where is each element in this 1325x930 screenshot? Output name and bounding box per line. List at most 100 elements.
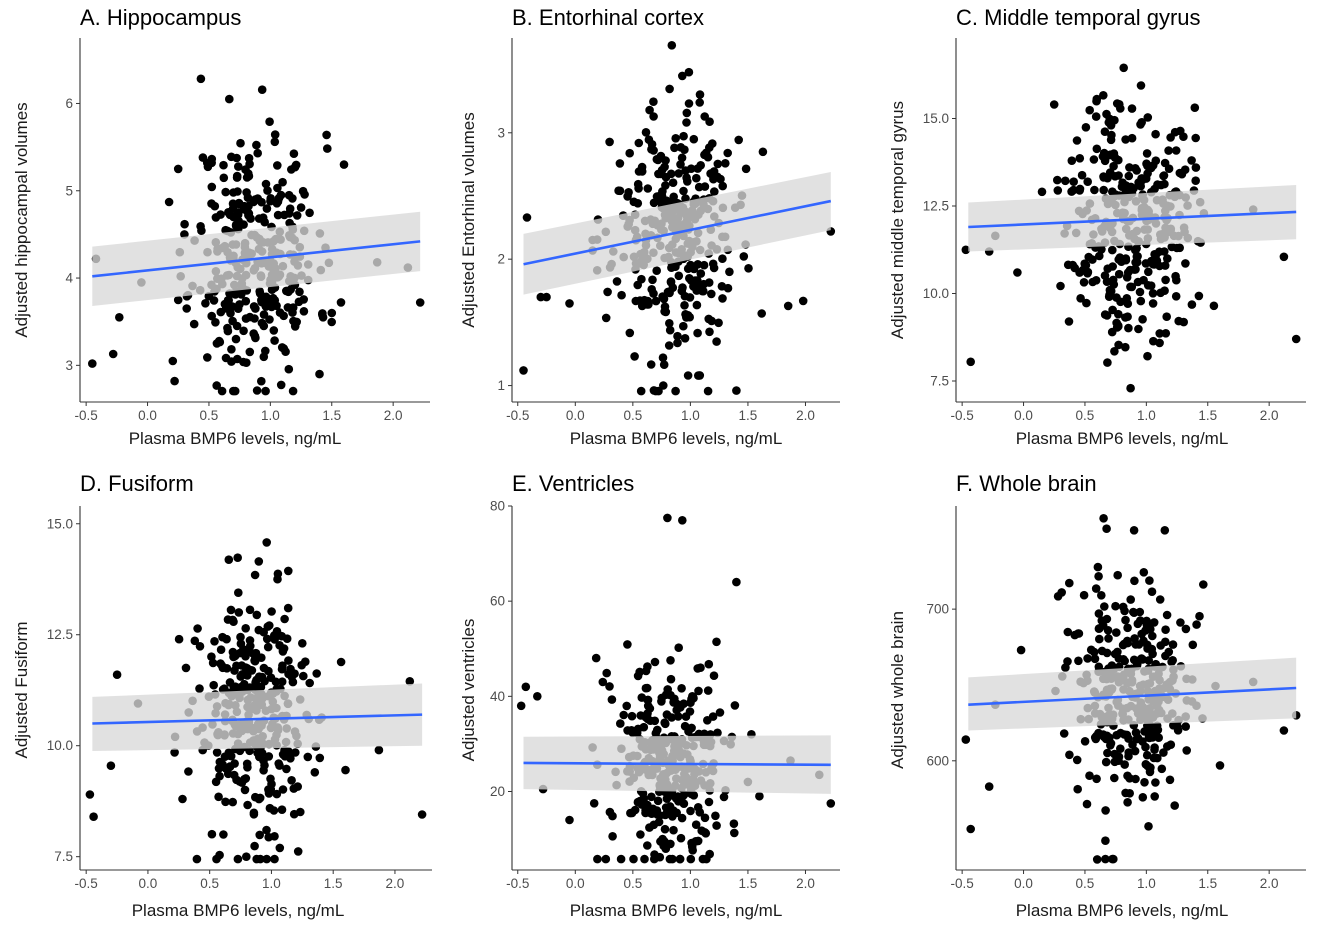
data-point bbox=[694, 182, 704, 192]
data-point bbox=[1121, 255, 1131, 265]
x-tick-label: 2.0 bbox=[384, 408, 403, 423]
data-point bbox=[1095, 624, 1104, 633]
data-point bbox=[757, 309, 766, 318]
data-point bbox=[1067, 156, 1077, 165]
data-point bbox=[1164, 164, 1174, 173]
data-point bbox=[219, 160, 228, 170]
data-point bbox=[88, 359, 97, 368]
y-tick-label: 20 bbox=[490, 784, 505, 799]
data-point bbox=[755, 791, 764, 801]
data-point bbox=[695, 90, 705, 99]
data-point bbox=[682, 313, 691, 322]
data-point bbox=[798, 296, 808, 306]
data-point bbox=[262, 825, 271, 835]
data-point bbox=[1097, 591, 1106, 600]
panel-middle-temporal-gyrus: C. Middle temporal gyrus Plasma BMP6 lev… bbox=[888, 5, 1306, 448]
data-point bbox=[641, 128, 651, 137]
data-point bbox=[417, 810, 427, 819]
data-point bbox=[654, 169, 663, 179]
data-point bbox=[228, 797, 237, 807]
data-point bbox=[260, 676, 269, 686]
data-point bbox=[230, 386, 240, 396]
x-tick-label: 0.0 bbox=[566, 408, 585, 423]
data-point bbox=[1140, 778, 1149, 787]
data-point bbox=[1215, 761, 1225, 770]
data-point bbox=[1131, 245, 1140, 255]
data-point bbox=[234, 608, 244, 617]
data-point bbox=[718, 181, 727, 191]
data-point bbox=[521, 682, 531, 692]
data-point bbox=[1279, 252, 1289, 262]
confidence-band bbox=[92, 683, 423, 752]
data-point bbox=[1131, 774, 1140, 784]
data-point bbox=[1127, 104, 1137, 113]
data-point bbox=[231, 220, 241, 230]
data-point bbox=[1151, 156, 1161, 165]
data-point bbox=[718, 254, 727, 263]
x-tick-label: 2.0 bbox=[1260, 408, 1279, 423]
data-point bbox=[641, 808, 650, 818]
data-point bbox=[222, 664, 232, 673]
data-point bbox=[263, 295, 272, 305]
data-point bbox=[732, 577, 741, 587]
data-point bbox=[565, 299, 574, 308]
data-point bbox=[207, 182, 217, 192]
data-point bbox=[1095, 634, 1104, 644]
data-point bbox=[1127, 282, 1137, 292]
data-point bbox=[1113, 570, 1122, 580]
data-point bbox=[647, 140, 657, 149]
data-point bbox=[653, 810, 662, 819]
data-point bbox=[683, 177, 692, 186]
data-point bbox=[322, 130, 331, 140]
data-point bbox=[677, 813, 687, 823]
data-point bbox=[645, 823, 654, 832]
x-tick-label: 1.0 bbox=[1137, 408, 1156, 423]
data-point bbox=[273, 210, 283, 220]
data-point bbox=[668, 812, 677, 821]
data-point bbox=[679, 321, 688, 331]
data-point bbox=[1072, 136, 1082, 145]
data-point bbox=[681, 712, 691, 721]
data-point bbox=[212, 748, 222, 757]
data-point bbox=[682, 108, 692, 118]
data-point bbox=[262, 538, 272, 547]
data-point bbox=[287, 776, 296, 785]
data-point bbox=[1102, 311, 1112, 320]
data-point bbox=[1124, 171, 1134, 181]
data-point bbox=[1088, 255, 1097, 264]
data-point bbox=[245, 159, 254, 169]
data-point bbox=[1082, 298, 1091, 308]
y-tick-label: 3 bbox=[65, 358, 73, 373]
data-point bbox=[216, 645, 226, 654]
data-point bbox=[1171, 292, 1181, 301]
data-point bbox=[293, 782, 303, 791]
data-point bbox=[661, 719, 670, 729]
data-point bbox=[315, 753, 325, 763]
data-point bbox=[230, 666, 239, 675]
x-tick-label: 0.5 bbox=[623, 408, 642, 423]
x-tick-label: 0.0 bbox=[139, 876, 158, 891]
data-point bbox=[1209, 301, 1219, 311]
data-point bbox=[1168, 656, 1177, 665]
data-point bbox=[1138, 315, 1147, 324]
data-point bbox=[718, 294, 727, 303]
data-point bbox=[669, 825, 678, 835]
data-point bbox=[1114, 171, 1123, 180]
data-point bbox=[1195, 611, 1204, 621]
data-point bbox=[660, 162, 669, 172]
data-point bbox=[89, 812, 98, 821]
data-point bbox=[231, 334, 241, 344]
y-tick-label: 12.5 bbox=[47, 627, 73, 642]
data-point bbox=[656, 191, 665, 200]
y-axis-label: Adjusted middle temporal gyrus bbox=[888, 101, 907, 339]
data-point bbox=[1127, 133, 1137, 143]
data-point bbox=[1037, 187, 1047, 197]
data-point bbox=[715, 708, 725, 717]
data-point bbox=[180, 230, 189, 239]
panel-whole-brain: F. Whole brain Plasma BMP6 levels, ng/mL… bbox=[888, 471, 1306, 920]
data-point bbox=[237, 778, 247, 787]
x-tick-label: -0.5 bbox=[75, 876, 98, 891]
data-point bbox=[1136, 616, 1145, 625]
data-point bbox=[1108, 262, 1117, 271]
data-point bbox=[318, 309, 327, 318]
